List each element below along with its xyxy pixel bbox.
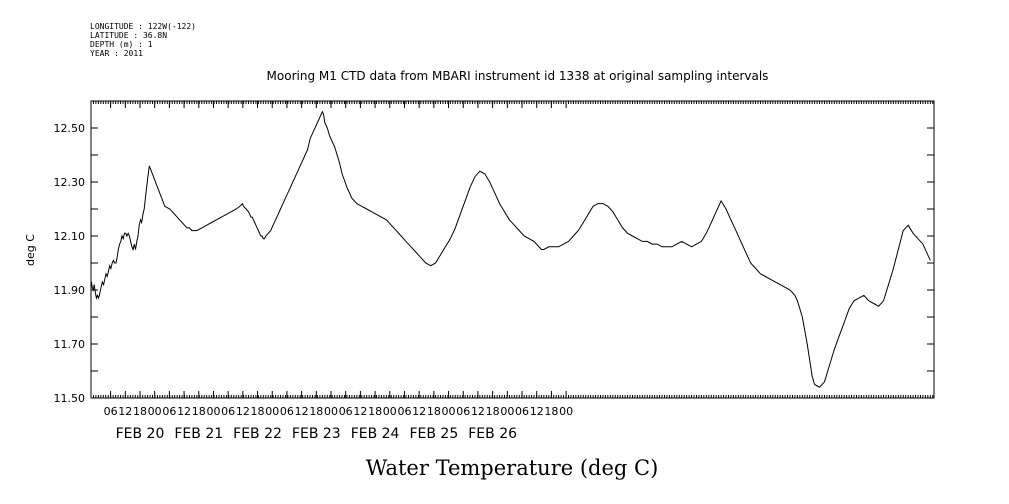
y-tick-label: 11.70 xyxy=(54,338,86,351)
x-day-label: FEB 23 xyxy=(292,426,341,442)
x-hour-label: 06 xyxy=(104,405,118,418)
x-hour-label: 00 xyxy=(206,405,220,418)
y-axis-label: deg C xyxy=(24,234,37,266)
y-tick-label: 12.30 xyxy=(54,176,86,189)
chart-title-wrap: Mooring M1 CTD data from MBARI instrumen… xyxy=(0,69,1009,83)
x-hour-label: 18 xyxy=(309,405,323,418)
plot-border xyxy=(90,100,935,399)
x-hour-label: 06 xyxy=(397,405,411,418)
temperature-series-line xyxy=(91,110,931,388)
x-hour-label: 06 xyxy=(339,405,353,418)
y-tick-label: 11.90 xyxy=(54,284,86,297)
x-hour-label: 18 xyxy=(133,405,147,418)
longitude-text: LONGITUDE : 122W(-122) xyxy=(90,22,196,31)
x-hour-label: 06 xyxy=(221,405,235,418)
depth-text: DEPTH (m) : 1 xyxy=(90,40,153,49)
x-hour-label: 00 xyxy=(148,405,162,418)
x-day-label: FEB 22 xyxy=(233,426,282,442)
x-axis: 06 12 18 00 06 12 18 00 06 12 18 00 06 12 18 00 06 12 18 00… xyxy=(90,101,934,442)
year-text: YEAR : 2011 xyxy=(90,49,143,58)
x-hour-label: 00 xyxy=(442,405,456,418)
x-hour-label: 18 xyxy=(192,405,206,418)
x-day-label: FEB 20 xyxy=(116,426,165,442)
x-hour-label: 00 xyxy=(324,405,338,418)
x-axis-label: Water Temperature (deg C) xyxy=(366,456,659,480)
x-day-label: FEB 25 xyxy=(409,426,458,442)
x-hour-label: 12 xyxy=(353,405,367,418)
x-hour-label: 06 xyxy=(162,405,176,418)
x-day-label: FEB 24 xyxy=(351,426,400,442)
x-hour-label: 12 xyxy=(236,405,250,418)
x-hour-label: 12 xyxy=(471,405,485,418)
y-tick-label: 12.10 xyxy=(54,230,86,243)
x-hour-label: 06 xyxy=(515,405,529,418)
x-hour-label: 00 xyxy=(500,405,514,418)
x-day-label: FEB 21 xyxy=(174,426,223,442)
latitude-text: LATITUDE : 36.8N xyxy=(90,31,168,40)
x-hour-label: 18 xyxy=(251,405,265,418)
x-hour-label: 12 xyxy=(177,405,191,418)
x-hour-label: 18 xyxy=(368,405,382,418)
x-hour-label: 06 xyxy=(456,405,470,418)
y-tick-label: 12.50 xyxy=(54,122,86,135)
x-hour-label: 18 xyxy=(427,405,441,418)
y-axis: 11.50 11.70 11.90 12.10 12.30 12.50 xyxy=(54,100,934,405)
metadata-block: LONGITUDE : 122W(-122) LATITUDE : 36.8N … xyxy=(90,22,196,58)
chart-title: Mooring M1 CTD data from MBARI instrumen… xyxy=(266,69,769,83)
y-tick-label: 11.50 xyxy=(54,392,86,405)
x-hour-label: 00 xyxy=(559,405,573,418)
x-hour-label: 18 xyxy=(544,405,558,418)
x-hour-label: 06 xyxy=(280,405,294,418)
x-hour-label: 00 xyxy=(265,405,279,418)
x-hour-label: 12 xyxy=(118,405,132,418)
plot-frame xyxy=(90,100,935,399)
x-hour-label: 12 xyxy=(530,405,544,418)
x-hour-label: 12 xyxy=(295,405,309,418)
x-hour-label: 00 xyxy=(383,405,397,418)
x-hour-label: 18 xyxy=(486,405,500,418)
x-hour-label: 12 xyxy=(412,405,426,418)
x-day-label: FEB 26 xyxy=(468,426,517,442)
